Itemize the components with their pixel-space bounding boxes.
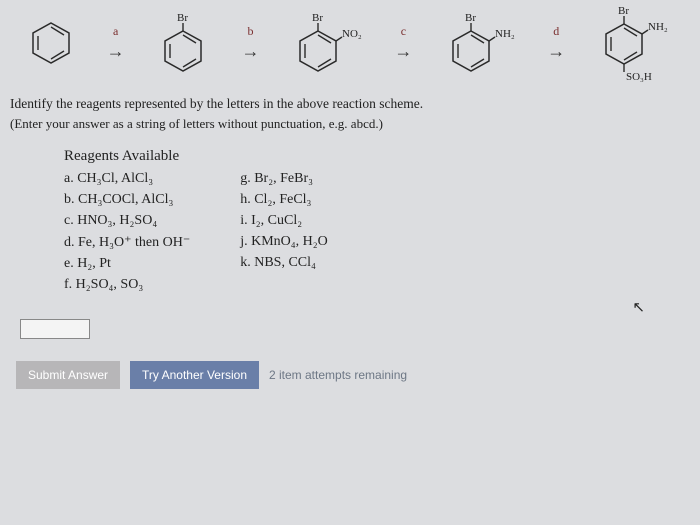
right-arrow-icon: → <box>107 41 125 62</box>
svg-text:NH₂: NH₂ <box>648 21 668 33</box>
reagent-item: g. Br₂, FeBr₃ <box>240 171 328 187</box>
reagent-item: j. KMnO₄, H₂O <box>240 234 328 250</box>
arrow-b: b → <box>242 24 260 62</box>
answer-input[interactable] <box>20 319 90 339</box>
reaction-scheme: a → Br b → Br NO₂ c → <box>10 8 690 78</box>
reagent-item: b. CH₃COCl, AlCl₃ <box>64 192 190 208</box>
reagents-title: Reagents Available <box>64 148 690 165</box>
cursor-icon: ↖ <box>632 298 645 317</box>
reagent-item: k. NBS, CCl₄ <box>240 255 328 271</box>
arrow-a: a → <box>107 24 125 62</box>
attempts-remaining: 2 item attempts remaining <box>269 368 407 382</box>
arrow-d: d → <box>547 24 565 62</box>
molecule-1 <box>24 13 78 73</box>
reagent-item: f. H₂SO₄, SO₃ <box>64 277 190 293</box>
svg-text:Br: Br <box>312 12 323 24</box>
molecule-4: Br NH₂ <box>441 11 519 75</box>
reagents-col-1: a. CH₃Cl, AlCl₃ b. CH₃COCl, AlCl₃ c. HNO… <box>64 171 190 293</box>
br-no2-benzene-icon: Br NO₂ <box>288 11 366 75</box>
molecule-3: Br NO₂ <box>288 11 366 75</box>
reagents-col-2: g. Br₂, FeBr₃ h. Cl₂, FeCl₃ i. I₂, CuCl₂… <box>240 171 328 293</box>
svg-text:Br: Br <box>618 5 629 17</box>
instruction-text: Identify the reagents represented by the… <box>10 96 690 112</box>
molecule-2: Br <box>153 11 213 75</box>
arrow-label: a <box>113 24 118 39</box>
reagent-item: c. HNO₃, H₂SO₄ <box>64 213 190 229</box>
svg-text:SO₃H: SO₃H <box>626 71 652 82</box>
arrow-c: c → <box>394 24 412 62</box>
reagent-item: a. CH₃Cl, AlCl₃ <box>64 171 190 187</box>
benzene-icon <box>24 13 78 73</box>
hint-text: (Enter your answer as a string of letter… <box>10 116 690 132</box>
reagent-item: i. I₂, CuCl₂ <box>240 213 328 229</box>
arrow-label: b <box>248 24 254 39</box>
reagent-item: d. Fe, H₃O⁺ then OH⁻ <box>64 234 190 251</box>
svg-text:NH₂: NH₂ <box>495 28 515 40</box>
bromobenzene-icon: Br <box>153 11 213 75</box>
br-nh2-benzene-icon: Br NH₂ <box>441 11 519 75</box>
right-arrow-icon: → <box>547 41 565 62</box>
button-row: Submit Answer Try Another Version 2 item… <box>16 361 690 389</box>
molecule-5: Br NH₂ SO₃H <box>594 4 676 82</box>
svg-text:Br: Br <box>177 12 188 24</box>
submit-button[interactable]: Submit Answer <box>16 361 120 389</box>
svg-text:NO₂: NO₂ <box>342 28 362 40</box>
reagent-item: h. Cl₂, FeCl₃ <box>240 192 328 208</box>
arrow-label: d <box>553 24 559 39</box>
reagents-block: Reagents Available a. CH₃Cl, AlCl₃ b. CH… <box>64 148 690 293</box>
arrow-label: c <box>401 24 406 39</box>
right-arrow-icon: → <box>394 41 412 62</box>
right-arrow-icon: → <box>242 41 260 62</box>
reagent-item: e. H₂, Pt <box>64 256 190 272</box>
br-nh2-so3h-benzene-icon: Br NH₂ SO₃H <box>594 4 676 82</box>
try-another-button[interactable]: Try Another Version <box>130 361 259 389</box>
svg-text:Br: Br <box>465 12 476 24</box>
